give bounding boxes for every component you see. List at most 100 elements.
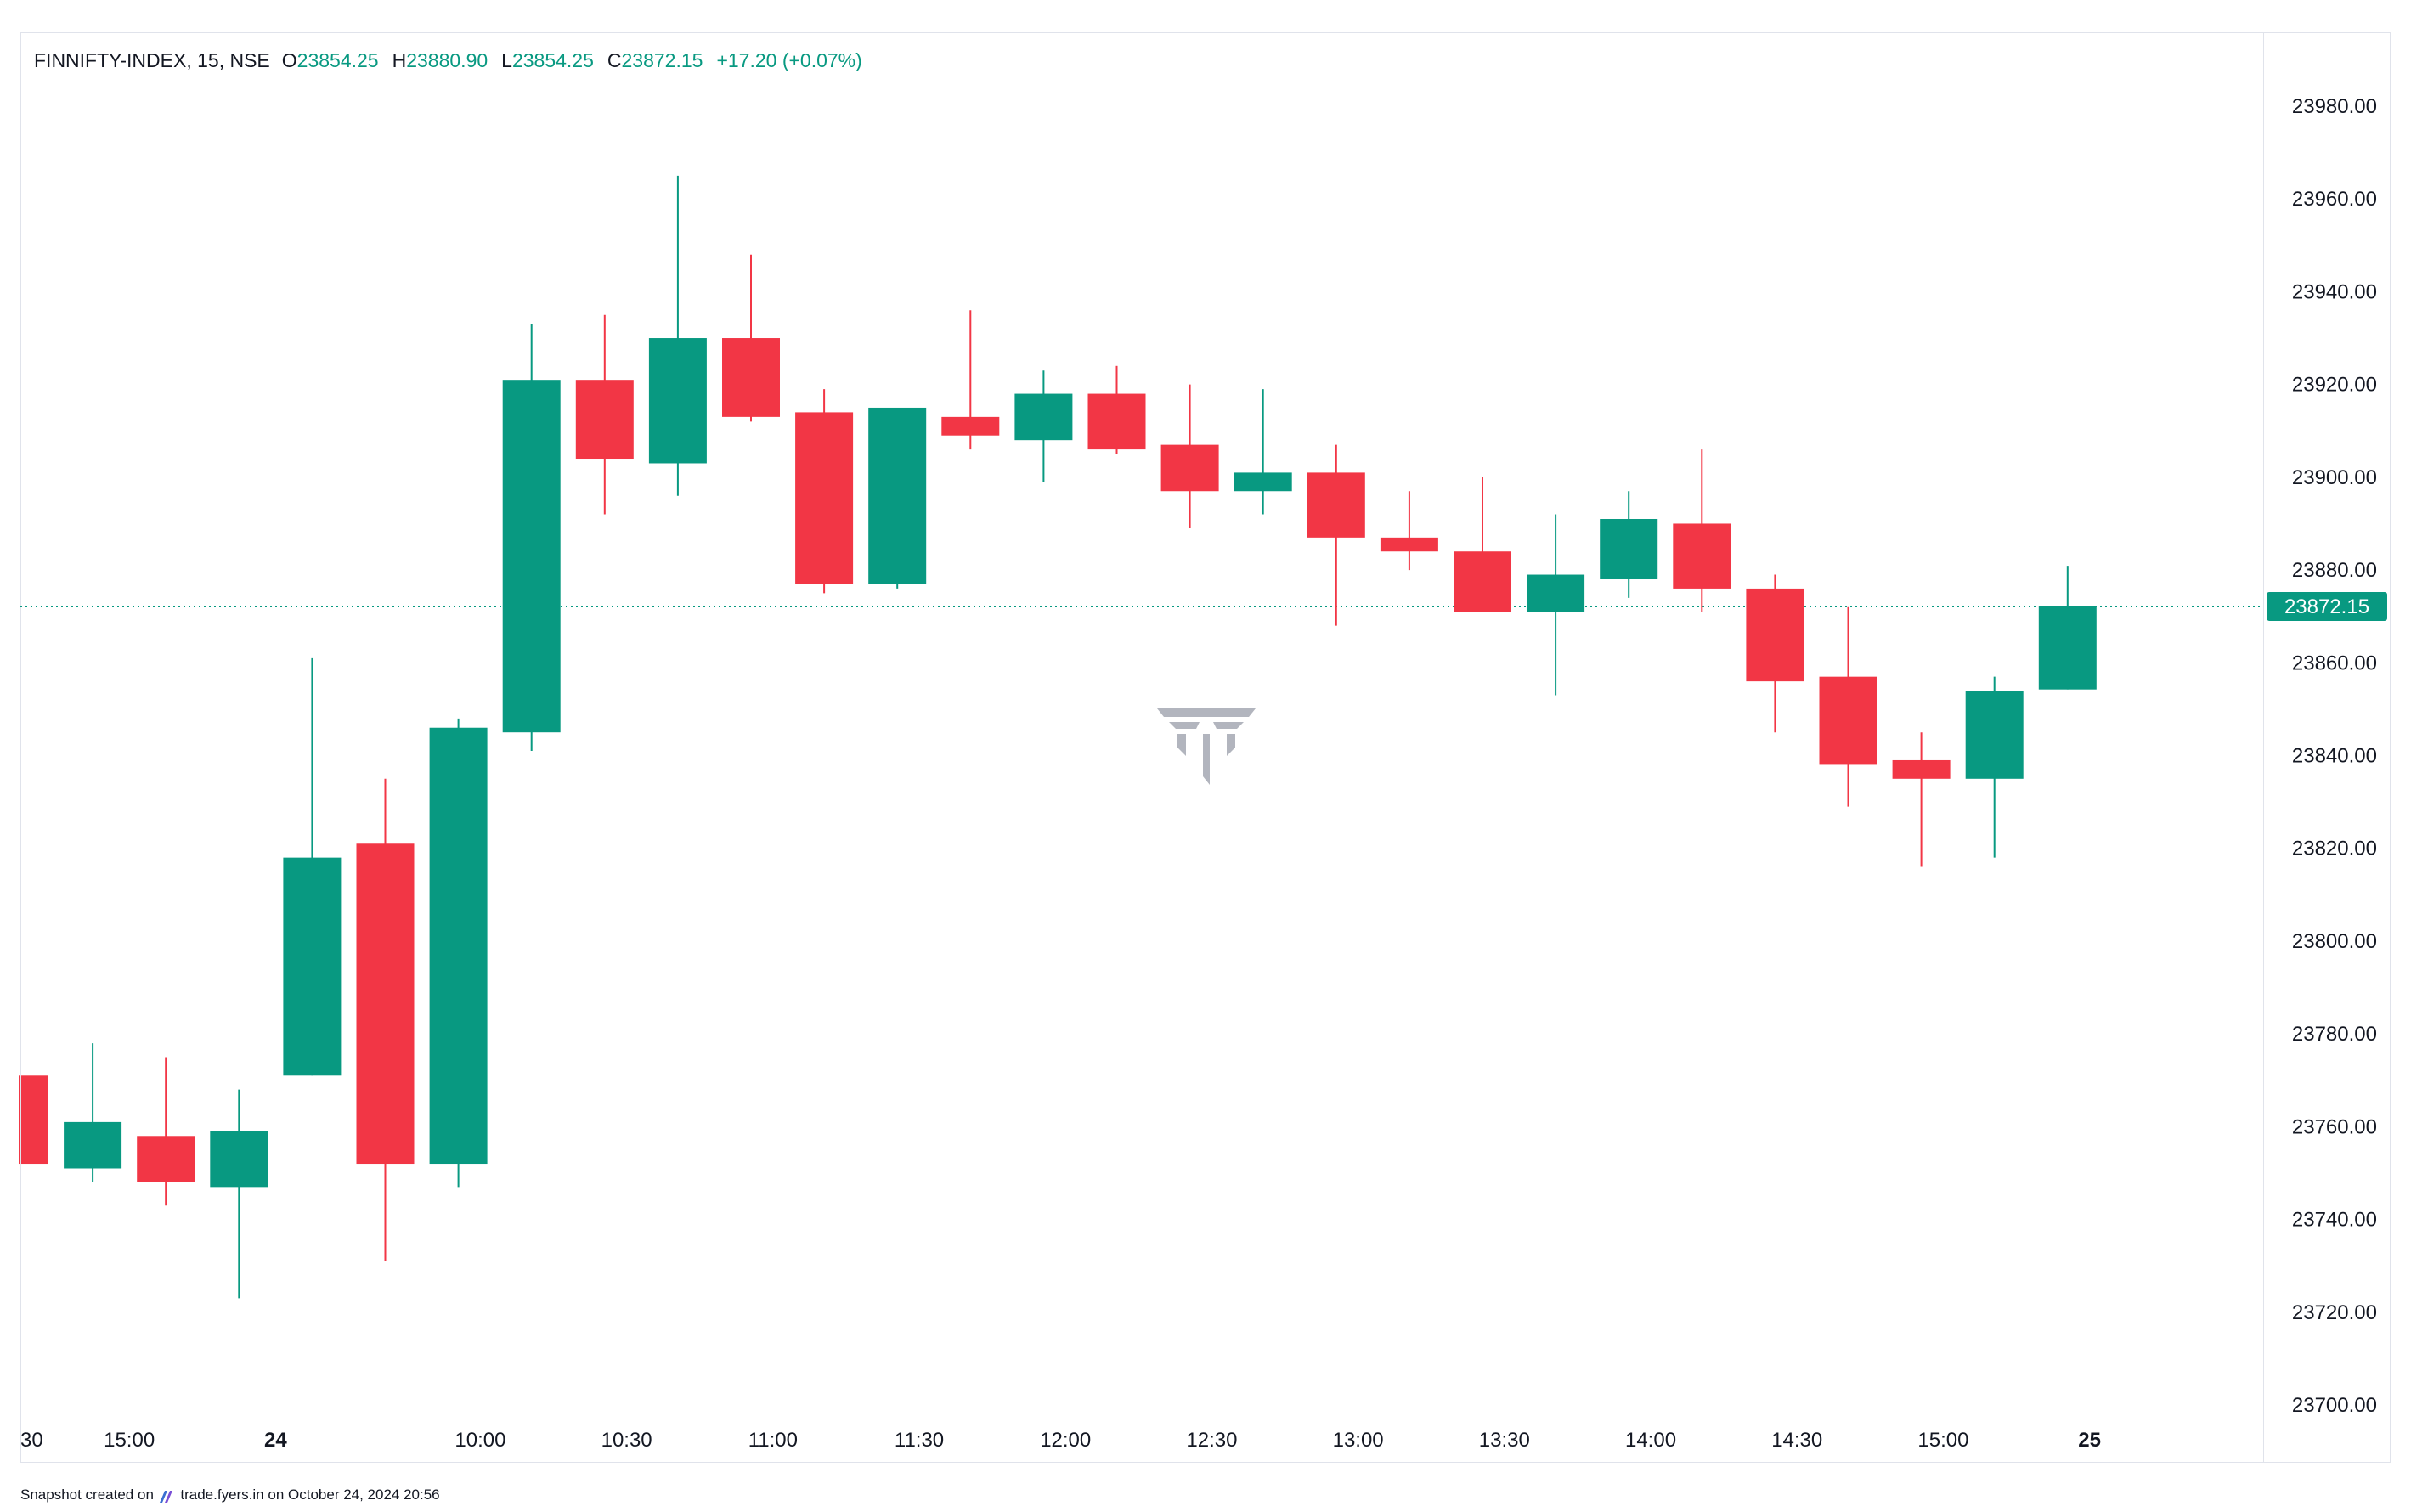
candle[interactable] xyxy=(283,657,342,1076)
candle-body xyxy=(795,412,854,584)
candle-body xyxy=(283,857,342,1076)
candles-group xyxy=(19,175,2097,1299)
legend-high: 23880.90 xyxy=(406,49,488,71)
price-axis[interactable]: 23980.00 23960.00 23940.00 23920.00 23900.00… xyxy=(2292,95,2377,1417)
candle-body xyxy=(941,416,1000,436)
legend-close: 23872.15 xyxy=(621,49,703,71)
x-tick-label: 12:30 xyxy=(1186,1429,1237,1452)
candle[interactable] xyxy=(722,254,780,422)
candle-body xyxy=(648,338,707,464)
x-tick-label: 13:00 xyxy=(1333,1429,1384,1452)
x-tick-label: 13:30 xyxy=(1479,1429,1530,1452)
y-tick-label: 23700.00 xyxy=(2292,1394,2377,1417)
legend-low-key: L xyxy=(501,49,512,71)
ohlc-legend: FINNIFTY-INDEX, 15, NSE O23854.25 H23880.9… xyxy=(34,49,876,72)
candle-body xyxy=(1454,551,1511,612)
candle-body xyxy=(1965,691,2024,779)
last-price-badge-group: 23872.15 xyxy=(2267,591,2387,621)
candle-body xyxy=(2038,606,2097,690)
fyers-logo-icon xyxy=(1157,708,1256,789)
chart-frame xyxy=(20,32,2391,1463)
candle[interactable] xyxy=(356,778,415,1261)
candle-body xyxy=(1380,537,1438,552)
candle-body xyxy=(722,338,780,417)
candle[interactable] xyxy=(137,1057,195,1206)
candle[interactable] xyxy=(575,314,634,515)
legend-low: 23854.25 xyxy=(511,49,594,71)
x-tick-label: 10:30 xyxy=(601,1429,652,1452)
candle[interactable] xyxy=(1892,732,1951,867)
candle-body xyxy=(21,1075,48,1165)
candle[interactable] xyxy=(210,1089,268,1299)
candle[interactable] xyxy=(1014,370,1073,482)
candle[interactable] xyxy=(429,718,488,1188)
candle-body xyxy=(575,380,634,460)
fyers-small-icon xyxy=(159,1490,175,1503)
candle-body xyxy=(1673,523,1731,589)
candle[interactable] xyxy=(795,389,854,594)
y-tick-label: 23860.00 xyxy=(2292,652,2377,674)
x-tick-label: 10:00 xyxy=(455,1429,505,1452)
y-tick-label: 23920.00 xyxy=(2292,374,2377,397)
candle-body xyxy=(1527,574,1585,612)
y-tick-label: 23780.00 xyxy=(2292,1023,2377,1046)
candle[interactable] xyxy=(1819,606,1877,807)
candle-body xyxy=(1892,759,1951,779)
candle-body xyxy=(1819,676,1877,765)
candle-body xyxy=(356,843,415,1165)
candle[interactable] xyxy=(2038,566,2097,690)
y-tick-label: 23900.00 xyxy=(2292,466,2377,489)
snapshot-footer: Snapshot created on trade.fyers.in on Oc… xyxy=(20,1487,440,1504)
y-tick-label: 23940.00 xyxy=(2292,280,2377,303)
legend-symbol[interactable]: FINNIFTY-INDEX, 15, NSE xyxy=(34,49,270,71)
x-tick-label: 24 xyxy=(264,1429,287,1452)
legend-open: 23854.25 xyxy=(296,49,379,71)
legend-high-key: H xyxy=(392,49,407,71)
candle[interactable] xyxy=(1087,365,1146,454)
candle-body xyxy=(1160,444,1219,492)
y-tick-label: 23880.00 xyxy=(2292,559,2377,582)
candle[interactable] xyxy=(1307,444,1365,626)
y-tick-label: 23740.00 xyxy=(2292,1209,2377,1232)
candle[interactable] xyxy=(1454,477,1511,612)
candle[interactable] xyxy=(19,1075,48,1165)
y-tick-label: 23980.00 xyxy=(2292,95,2377,118)
x-tick-label: 25 xyxy=(2078,1429,2101,1452)
candle-body xyxy=(1746,588,1804,682)
candle[interactable] xyxy=(1746,574,1804,733)
candle-body xyxy=(1087,393,1146,450)
candle[interactable] xyxy=(941,310,1000,450)
candle-body xyxy=(1600,519,1658,579)
candle[interactable] xyxy=(1527,514,1585,696)
candle-body xyxy=(64,1121,122,1169)
legend-change: +17.20 (+0.07%) xyxy=(716,49,862,71)
x-tick-label: 15:00 xyxy=(1917,1429,1968,1452)
footer-prefix: Snapshot created on xyxy=(20,1487,154,1503)
y-tick-label: 23960.00 xyxy=(2292,188,2377,211)
candle-body xyxy=(1307,472,1365,538)
legend-close-key: C xyxy=(607,49,622,71)
candle[interactable] xyxy=(1965,676,2024,858)
candle-body xyxy=(210,1131,268,1188)
candle[interactable] xyxy=(1673,449,1731,612)
candle[interactable] xyxy=(868,407,927,589)
time-axis[interactable]: 30 15:00 24 10:00 10:30 11:00 11:30 12:00 12:30 1… xyxy=(20,1429,2101,1452)
x-tick-label: 15:00 xyxy=(104,1429,155,1452)
candle[interactable] xyxy=(1234,389,1292,515)
y-tick-label: 23800.00 xyxy=(2292,930,2377,953)
last-price-badge xyxy=(2267,591,2387,621)
y-tick-label: 23840.00 xyxy=(2292,745,2377,768)
x-tick-label: 11:30 xyxy=(895,1429,944,1452)
footer-site-link[interactable]: trade.fyers.in xyxy=(180,1487,264,1503)
candle[interactable] xyxy=(1600,491,1658,598)
candle[interactable] xyxy=(648,175,707,496)
candle-body xyxy=(1234,472,1292,492)
candle[interactable] xyxy=(502,324,561,752)
y-tick-label: 23760.00 xyxy=(2292,1115,2377,1138)
candle[interactable] xyxy=(64,1043,122,1182)
candle-body xyxy=(137,1136,195,1182)
candle-body xyxy=(1014,393,1073,441)
candle[interactable] xyxy=(1160,384,1219,528)
candle[interactable] xyxy=(1380,491,1438,571)
